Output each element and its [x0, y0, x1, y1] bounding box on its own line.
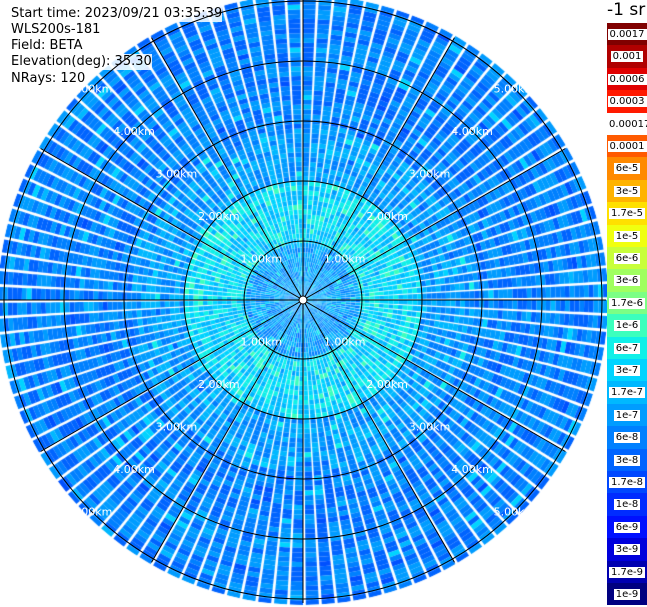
colorbar-tick-label: 3e-9	[613, 544, 641, 556]
ppi-scan-display	[0, 0, 607, 607]
colorbar-swatch: 6e-6	[607, 247, 647, 270]
colorbar-tick-label: 0.001	[610, 51, 644, 63]
colorbar-swatch: 0.0001	[607, 135, 647, 158]
colorbar-swatch: 1e-9	[607, 583, 647, 606]
elevation-label: Elevation(deg): 35.30	[11, 54, 152, 70]
colorbar-tick-label: 3e-8	[613, 454, 641, 466]
colorbar-swatch: 3e-5	[607, 179, 647, 203]
colorbar-swatch: 3e-7	[607, 359, 647, 382]
colorbar-swatch: 1e-6	[607, 314, 647, 337]
colorbar-swatch: 0.00017	[607, 112, 647, 135]
colorbar-tick-label: 0.0017	[607, 29, 647, 40]
colorbar-tick-label: 1e-5	[613, 230, 641, 242]
colorbar-tick-label: 1.7e-9	[608, 566, 646, 578]
colorbar-tick-label: 1e-6	[613, 320, 641, 332]
colorbar-tick-label: 0.00017	[607, 118, 647, 130]
colorbar-tick-label: 1.7e-6	[608, 297, 646, 309]
colorbar-swatch: 0.0003	[607, 90, 647, 113]
colorbar-swatch: 6e-5	[607, 157, 647, 180]
colorbar-swatch: 1e-8	[607, 493, 647, 516]
colorbar-swatch: 1.7e-8	[607, 471, 647, 494]
colorbar-swatch: 3e-6	[607, 269, 647, 292]
colorbar-tick-label: 1e-7	[613, 409, 641, 421]
colorbar-tick-label: 1e-8	[613, 499, 641, 511]
colorbar-tick-label: 1.7e-5	[608, 208, 646, 220]
start-time-label: Start time: 2023/09/21 03:35:39	[11, 6, 223, 22]
colorbar-swatch: 1.7e-7	[607, 381, 647, 404]
colorbar-tick-label: 1.7e-7	[608, 387, 646, 399]
colorbar-tick-label: 3e-7	[613, 365, 641, 376]
colorbar-tick-label: 1e-9	[613, 589, 641, 600]
colorbar-tick-label: 3e-6	[613, 275, 641, 287]
colorbar-swatch: 3e-9	[607, 538, 647, 561]
colorbar-tick-label: 6e-6	[613, 253, 641, 264]
colorbar-tick-label: 6e-9	[613, 521, 641, 533]
colorbar-swatch: 1.7e-5	[607, 202, 647, 225]
colorbar-tick-label: 1.7e-8	[608, 477, 646, 488]
colorbar-swatch: 6e-9	[607, 515, 647, 539]
colorbar-swatch: 0.001	[607, 45, 647, 68]
colorbar-swatch: 1.7e-9	[607, 560, 647, 583]
field-label: Field: BETA	[11, 38, 83, 54]
colorbar-swatch: 0.0017	[607, 23, 647, 46]
nrays-label: NRays: 120	[11, 71, 86, 87]
colorbar-swatch: 3e-8	[607, 448, 647, 471]
colorbar-tick-label: 3e-5	[613, 185, 641, 197]
colorbar-swatch: 1e-7	[607, 403, 647, 427]
colorbar-swatch: 6e-7	[607, 336, 647, 359]
colorbar-tick-label: 6e-7	[613, 342, 641, 354]
colorbar-tick-label: 6e-5	[613, 163, 641, 175]
colorbar-swatch: 1e-5	[607, 224, 647, 247]
colorbar-unit-label: -1 sr	[607, 0, 646, 20]
colorbar-swatch: 1.7e-6	[607, 291, 647, 315]
colorbar-swatch: 0.0006	[607, 67, 647, 91]
colorbar-tick-label: 0.0006	[607, 73, 647, 85]
colorbar-tick-label: 6e-8	[613, 432, 641, 444]
colorbar-tick-label: 0.0001	[607, 141, 647, 152]
colorbar-swatch: 6e-8	[607, 426, 647, 449]
colorbar-tick-label: 0.0003	[607, 96, 647, 108]
instrument-label: WLS200s-181	[11, 22, 101, 38]
